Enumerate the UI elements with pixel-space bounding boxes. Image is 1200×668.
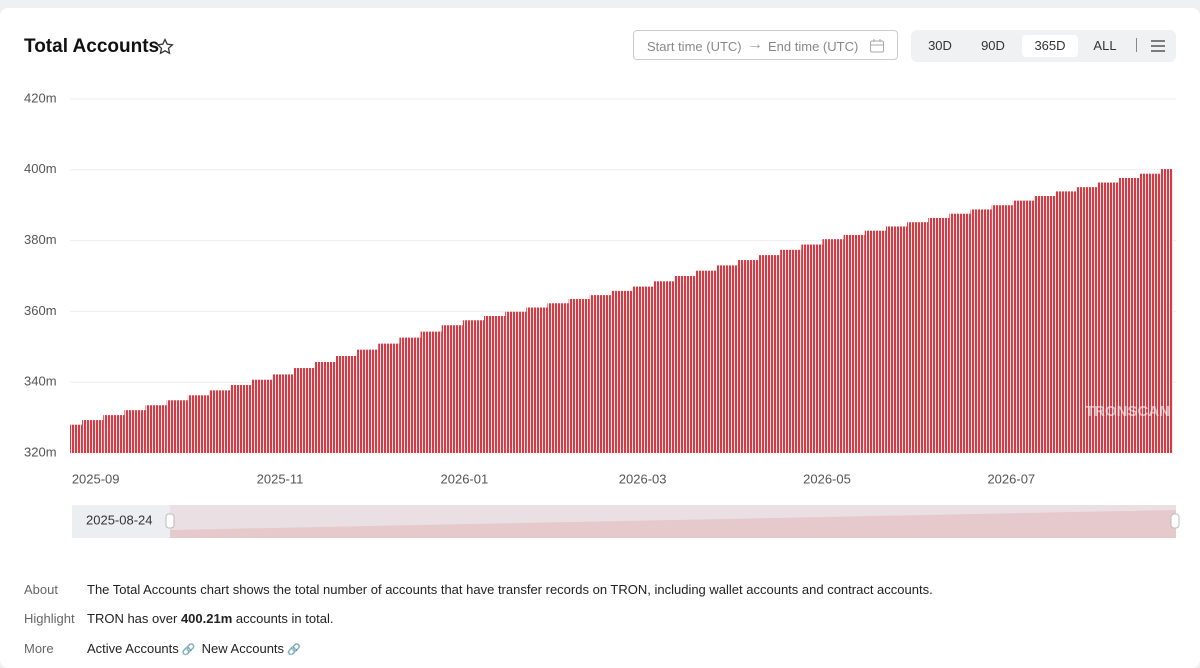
bar [949, 213, 971, 453]
bar [70, 424, 83, 453]
bar [399, 337, 421, 453]
bar [674, 276, 696, 453]
bar [801, 244, 823, 453]
bar [907, 222, 929, 453]
slider-selection[interactable] [170, 505, 1176, 538]
y-tick-label: 340m [24, 374, 57, 389]
bar [462, 320, 485, 453]
slider-handle[interactable] [1170, 513, 1180, 529]
text: TRON has over [87, 611, 178, 626]
y-tick-label: 400m [24, 161, 57, 176]
range-selector: 30D 90D 365D ALL [911, 30, 1176, 62]
bar [420, 331, 442, 453]
bar [1139, 173, 1161, 453]
start-time[interactable]: Start time (UTC) [647, 39, 742, 54]
bar [251, 379, 273, 453]
more-label: More [24, 641, 54, 656]
favorite-star[interactable] [156, 38, 174, 56]
highlight-text: TRON has over 400.21m accounts in total. [87, 611, 333, 626]
bar [1160, 169, 1173, 454]
y-tick-label: 420m [24, 90, 57, 105]
y-tick-label: 320m [24, 444, 57, 459]
bar [357, 349, 379, 453]
date-range-input[interactable]: Start time (UTC) → End time (UTC) [633, 30, 898, 60]
bar [780, 249, 802, 453]
x-tick-label: 2026-07 [987, 471, 1035, 486]
bar [632, 286, 654, 453]
bar [166, 400, 188, 453]
bar [82, 420, 104, 453]
about-label: About [24, 582, 58, 597]
bar [758, 255, 781, 453]
menu-icon[interactable] [1150, 39, 1166, 53]
bar [589, 295, 611, 453]
x-tick-label: 2026-03 [619, 471, 667, 486]
bar [737, 260, 759, 453]
bar [1012, 200, 1034, 453]
x-tick-label: 2026-05 [803, 471, 851, 486]
about-text: The Total Accounts chart shows the total… [87, 582, 933, 597]
bar [103, 415, 125, 453]
watermark: TRONSCAN [1085, 403, 1170, 420]
range-button[interactable]: 30D [928, 38, 952, 53]
arrow: → [747, 36, 763, 53]
range-button[interactable]: 90D [981, 38, 1005, 53]
slider-start-label: 2025-08-24 [86, 512, 153, 527]
bar [1097, 182, 1119, 453]
bar [547, 303, 569, 453]
link[interactable]: Active Accounts [87, 641, 179, 656]
bar [272, 374, 294, 453]
text: accounts in total. [235, 611, 334, 626]
highlight-value: 400.21m [180, 611, 233, 626]
x-tick-label: 2026-01 [441, 471, 489, 486]
end-time[interactable]: End time (UTC) [768, 39, 859, 54]
bar [864, 230, 886, 453]
bar [145, 405, 167, 453]
chart: 320m 340m 360m 380m 400m 420m 2025-09 2025-11 20… [24, 90, 1180, 538]
bar [716, 265, 738, 453]
bar [991, 205, 1013, 453]
bar [293, 368, 315, 453]
y-tick-label: 380m [24, 232, 57, 247]
bar [928, 217, 950, 453]
bar [441, 325, 463, 453]
bar [822, 239, 844, 453]
x-tick-label: 2025-09 [72, 471, 120, 486]
bar [885, 226, 908, 453]
bar [653, 281, 675, 453]
bar [610, 290, 633, 453]
chart-title: Total Accounts [24, 36, 160, 57]
bar [124, 410, 146, 453]
calendar-icon [870, 39, 884, 53]
bar [1118, 177, 1140, 453]
bar [505, 311, 527, 453]
highlight-label: Highlight [24, 611, 75, 626]
bar [314, 362, 336, 453]
x-tick-label: 2025-11 [257, 471, 304, 486]
bar [843, 234, 865, 453]
y-tick-label: 360m [24, 303, 57, 318]
bar [1033, 195, 1056, 453]
range-button-active[interactable]: 365D [1022, 35, 1078, 57]
slider-area [170, 510, 1176, 538]
bar [568, 299, 590, 453]
bar [335, 356, 358, 453]
bar [187, 395, 210, 453]
bar [230, 385, 252, 453]
bar [209, 390, 231, 453]
bar [484, 316, 506, 453]
slider-handle[interactable] [165, 513, 175, 529]
bar [526, 307, 548, 453]
bar [970, 209, 992, 453]
bar [1055, 191, 1077, 454]
link[interactable]: New Accounts [201, 641, 285, 656]
bar [1076, 187, 1098, 453]
bar [695, 270, 717, 453]
range-button[interactable]: ALL [1093, 38, 1117, 53]
bar [378, 343, 400, 453]
divider [1136, 38, 1137, 52]
links: Active Accounts 🔗 New Accounts 🔗 [87, 641, 301, 656]
